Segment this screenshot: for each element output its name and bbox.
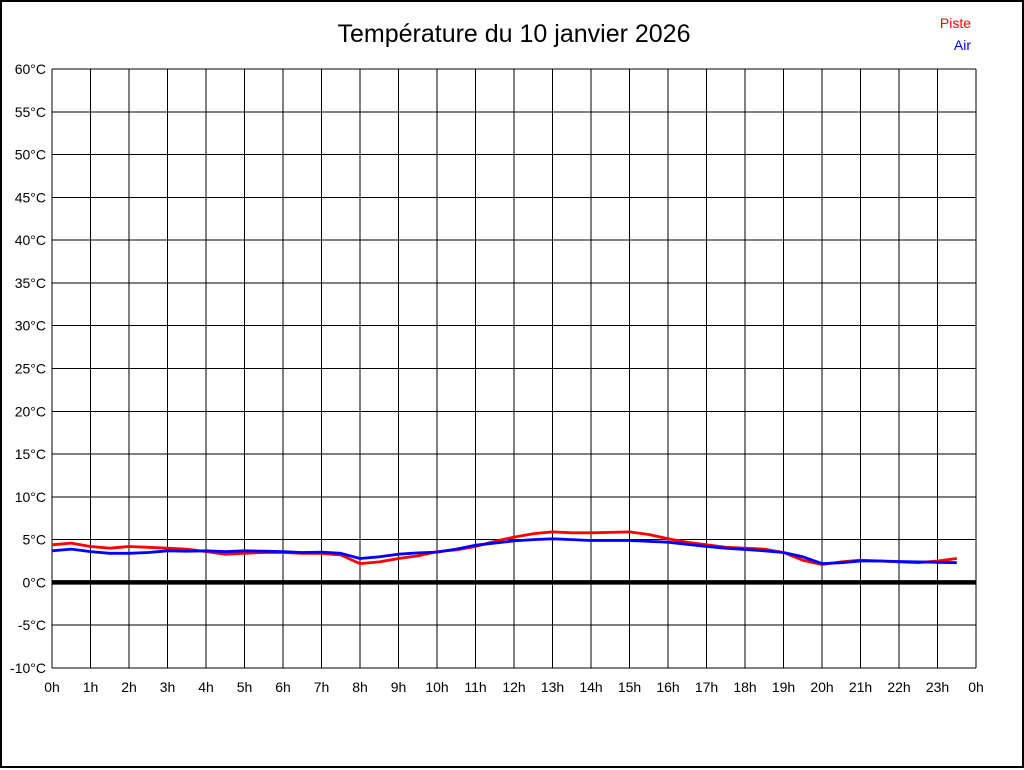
y-axis-label: -5°C bbox=[18, 617, 46, 633]
x-axis-label: 8h bbox=[352, 679, 368, 695]
x-axis-label: 18h bbox=[733, 679, 756, 695]
y-axis-label: 10°C bbox=[15, 489, 46, 505]
x-axis-label: 20h bbox=[810, 679, 833, 695]
x-axis-label: 17h bbox=[695, 679, 718, 695]
y-axis-label: 40°C bbox=[15, 232, 46, 248]
legend-item-air: Air bbox=[953, 37, 971, 53]
x-axis-label: 9h bbox=[391, 679, 407, 695]
x-axis-label: 12h bbox=[502, 679, 525, 695]
series-line-piste bbox=[51, 530, 957, 566]
x-axis-label: 5h bbox=[237, 679, 253, 695]
y-axis-label: 45°C bbox=[15, 189, 46, 205]
x-axis-label: 7h bbox=[314, 679, 330, 695]
x-axis-label: 10h bbox=[425, 679, 448, 695]
x-axis-label: 15h bbox=[618, 679, 641, 695]
x-axis-label: 3h bbox=[160, 679, 176, 695]
series-line-air bbox=[51, 537, 957, 565]
y-axis-label: 35°C bbox=[15, 275, 46, 291]
x-axis-label: 22h bbox=[887, 679, 910, 695]
x-axis-label: 13h bbox=[541, 679, 564, 695]
x-axis-label: 2h bbox=[121, 679, 137, 695]
x-axis-label: 16h bbox=[656, 679, 679, 695]
x-axis-label: 4h bbox=[198, 679, 214, 695]
x-axis-label: 21h bbox=[849, 679, 872, 695]
x-axis-label: 23h bbox=[926, 679, 949, 695]
x-axis-label: 14h bbox=[579, 679, 602, 695]
x-axis-label: 0h bbox=[44, 679, 60, 695]
y-axis-label: 0°C bbox=[23, 574, 47, 590]
legend-item-piste: Piste bbox=[939, 15, 971, 31]
x-axis-label: 19h bbox=[772, 679, 795, 695]
x-axis-label: 0h bbox=[968, 679, 984, 695]
y-axis-label: 20°C bbox=[15, 403, 46, 419]
chart-title: Température du 10 janvier 2026 bbox=[337, 20, 691, 48]
y-axis-label: 15°C bbox=[15, 446, 46, 462]
y-axis-label: 55°C bbox=[15, 104, 46, 120]
x-axis-label: 1h bbox=[83, 679, 99, 695]
y-axis-label: 5°C bbox=[23, 532, 47, 548]
y-axis-label: 30°C bbox=[15, 318, 46, 334]
x-axis-label: 11h bbox=[464, 679, 486, 695]
y-axis-label: 25°C bbox=[15, 361, 46, 377]
y-axis-label: 60°C bbox=[15, 61, 46, 77]
y-axis-label: -10°C bbox=[10, 660, 46, 676]
legend: Piste Air bbox=[940, 12, 971, 56]
x-axis-label: 6h bbox=[275, 679, 291, 695]
y-axis-label: 50°C bbox=[15, 147, 46, 163]
